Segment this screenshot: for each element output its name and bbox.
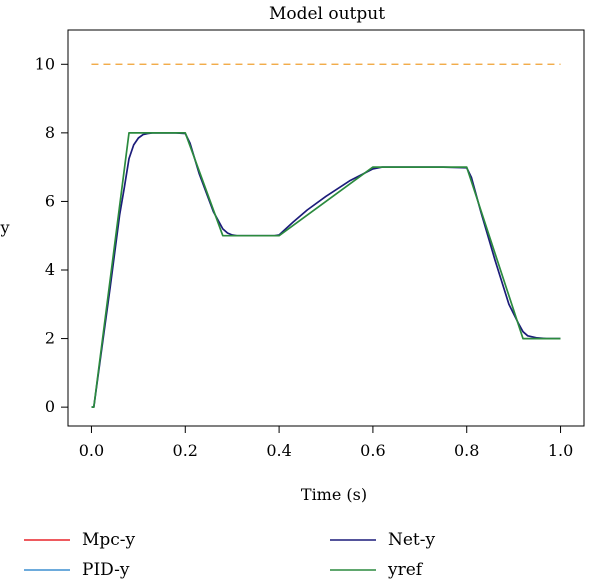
chart-title: Model output	[269, 4, 385, 24]
x-tick-label: 0.4	[266, 441, 291, 460]
x-tick-label: 0.2	[173, 441, 198, 460]
x-tick-label: 0.8	[454, 441, 479, 460]
y-tick-label: 2	[45, 329, 55, 348]
x-tick-label: 0.0	[79, 441, 104, 460]
y-tick-label: 0	[45, 397, 55, 416]
y-tick-label: 6	[45, 191, 55, 210]
series-line-yref	[91, 132, 561, 408]
plot-frame	[67, 29, 585, 427]
y-tick-label: 10	[35, 54, 55, 73]
y-axis-ticks: 0 2 4 6 8 10	[35, 54, 68, 416]
legend-label-mpc-y: Mpc-y	[82, 530, 136, 550]
y-axis-label: y	[0, 218, 10, 237]
x-tick-label: 0.6	[360, 441, 385, 460]
y-tick-label: 4	[45, 260, 55, 279]
legend: Mpc-y PID-y Net-y yref	[24, 530, 436, 580]
legend-label-yref: yref	[387, 560, 424, 580]
x-tick-label: 1.0	[548, 441, 573, 460]
legend-label-pid-y: PID-y	[82, 560, 130, 580]
legend-label-net-y: Net-y	[388, 530, 436, 550]
series-line-net-y	[91, 132, 561, 408]
x-axis-ticks: 0.0 0.2 0.4 0.6 0.8 1.0	[79, 426, 573, 460]
series-layer	[91, 132, 561, 408]
y-tick-label: 8	[45, 123, 55, 142]
x-axis-label: Time (s)	[301, 485, 367, 504]
